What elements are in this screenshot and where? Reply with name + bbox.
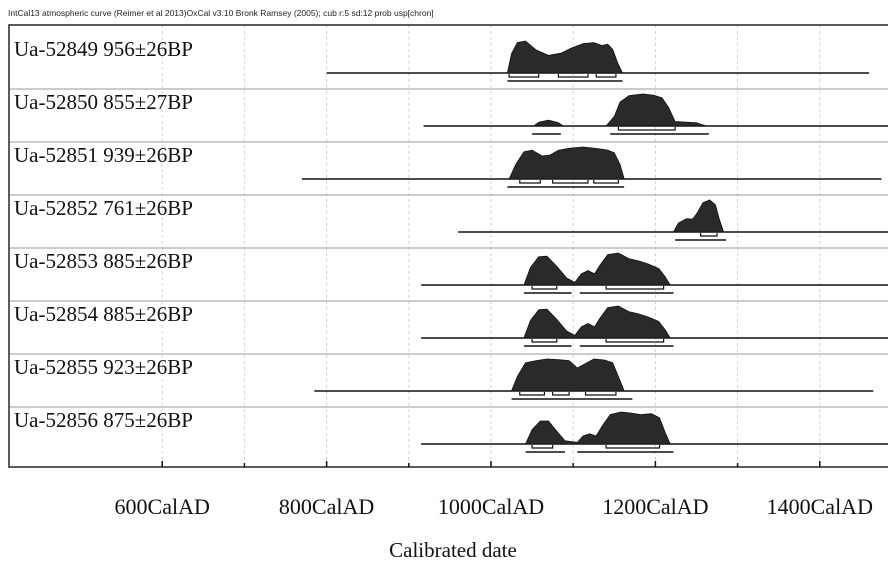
hpd-68-range	[605, 445, 661, 449]
probability-density	[523, 252, 671, 286]
hpd-68-range	[605, 286, 665, 290]
sample-label: Ua-52854 885±26BP	[14, 302, 193, 326]
hpd-68-range	[605, 339, 665, 343]
hpd-68-range	[552, 180, 589, 184]
probability-density	[508, 146, 625, 180]
x-axis: 600CalAD 800CalAD 1000CalAD 1200CalAD 1400Ca…	[115, 461, 873, 519]
probability-density	[672, 199, 725, 233]
x-tick-label: 800CalAD	[279, 494, 374, 519]
x-axis-title: Calibrated date	[389, 538, 517, 562]
sample-label: Ua-52850 855±27BP	[14, 90, 193, 114]
hpd-68-range	[584, 392, 617, 396]
sample-label: Ua-52852 761±26BP	[14, 196, 193, 220]
sample-row: Ua-52849 956±26BP	[9, 37, 888, 90]
hpd-68-range	[519, 180, 541, 184]
plot-frame	[8, 24, 888, 468]
x-tick-label: 1400CalAD	[767, 494, 873, 519]
hpd-68-range	[700, 233, 718, 237]
x-tick-label: 1000CalAD	[438, 494, 544, 519]
probability-density	[532, 93, 707, 127]
sample-row: Ua-52854 885±26BP	[9, 302, 888, 355]
hpd-68-range	[593, 180, 620, 184]
sample-label: Ua-52853 885±26BP	[14, 249, 193, 273]
sample-row: Ua-52851 939±26BP	[9, 143, 888, 196]
chart-header: IntCal13 atmospheric curve (Reimer et al…	[8, 8, 434, 18]
probability-density	[510, 358, 625, 392]
sample-row: Ua-52850 855±27BP	[9, 90, 888, 143]
hpd-68-range	[557, 74, 589, 78]
probability-density	[506, 40, 624, 74]
hpd-68-range	[531, 445, 554, 449]
gridlines	[161, 25, 821, 467]
sample-label: Ua-52856 875±26BP	[14, 408, 193, 432]
hpd-68-range	[531, 286, 558, 290]
sample-row: Ua-52853 885±26BP	[9, 249, 888, 302]
hpd-68-range	[552, 392, 570, 396]
x-tick-label: 1200CalAD	[602, 494, 708, 519]
sample-row: Ua-52856 875±26BP	[14, 408, 888, 453]
sample-label: Ua-52851 939±26BP	[14, 143, 193, 167]
hpd-68-range	[519, 392, 546, 396]
sample-row: Ua-52852 761±26BP	[9, 196, 888, 249]
hpd-68-range	[508, 74, 540, 78]
sample-rows: Ua-52849 956±26BP Ua-52850 855±27BP Ua-528…	[9, 37, 888, 453]
probability-density	[523, 305, 671, 339]
x-tick-label: 600CalAD	[115, 494, 210, 519]
hpd-68-range	[617, 127, 676, 131]
probability-density	[524, 411, 671, 445]
hpd-68-range	[531, 339, 558, 343]
hpd-68-range	[595, 74, 617, 78]
sample-row: Ua-52855 923±26BP	[9, 355, 888, 408]
sample-label: Ua-52849 956±26BP	[14, 37, 193, 61]
sample-label: Ua-52855 923±26BP	[14, 355, 193, 379]
